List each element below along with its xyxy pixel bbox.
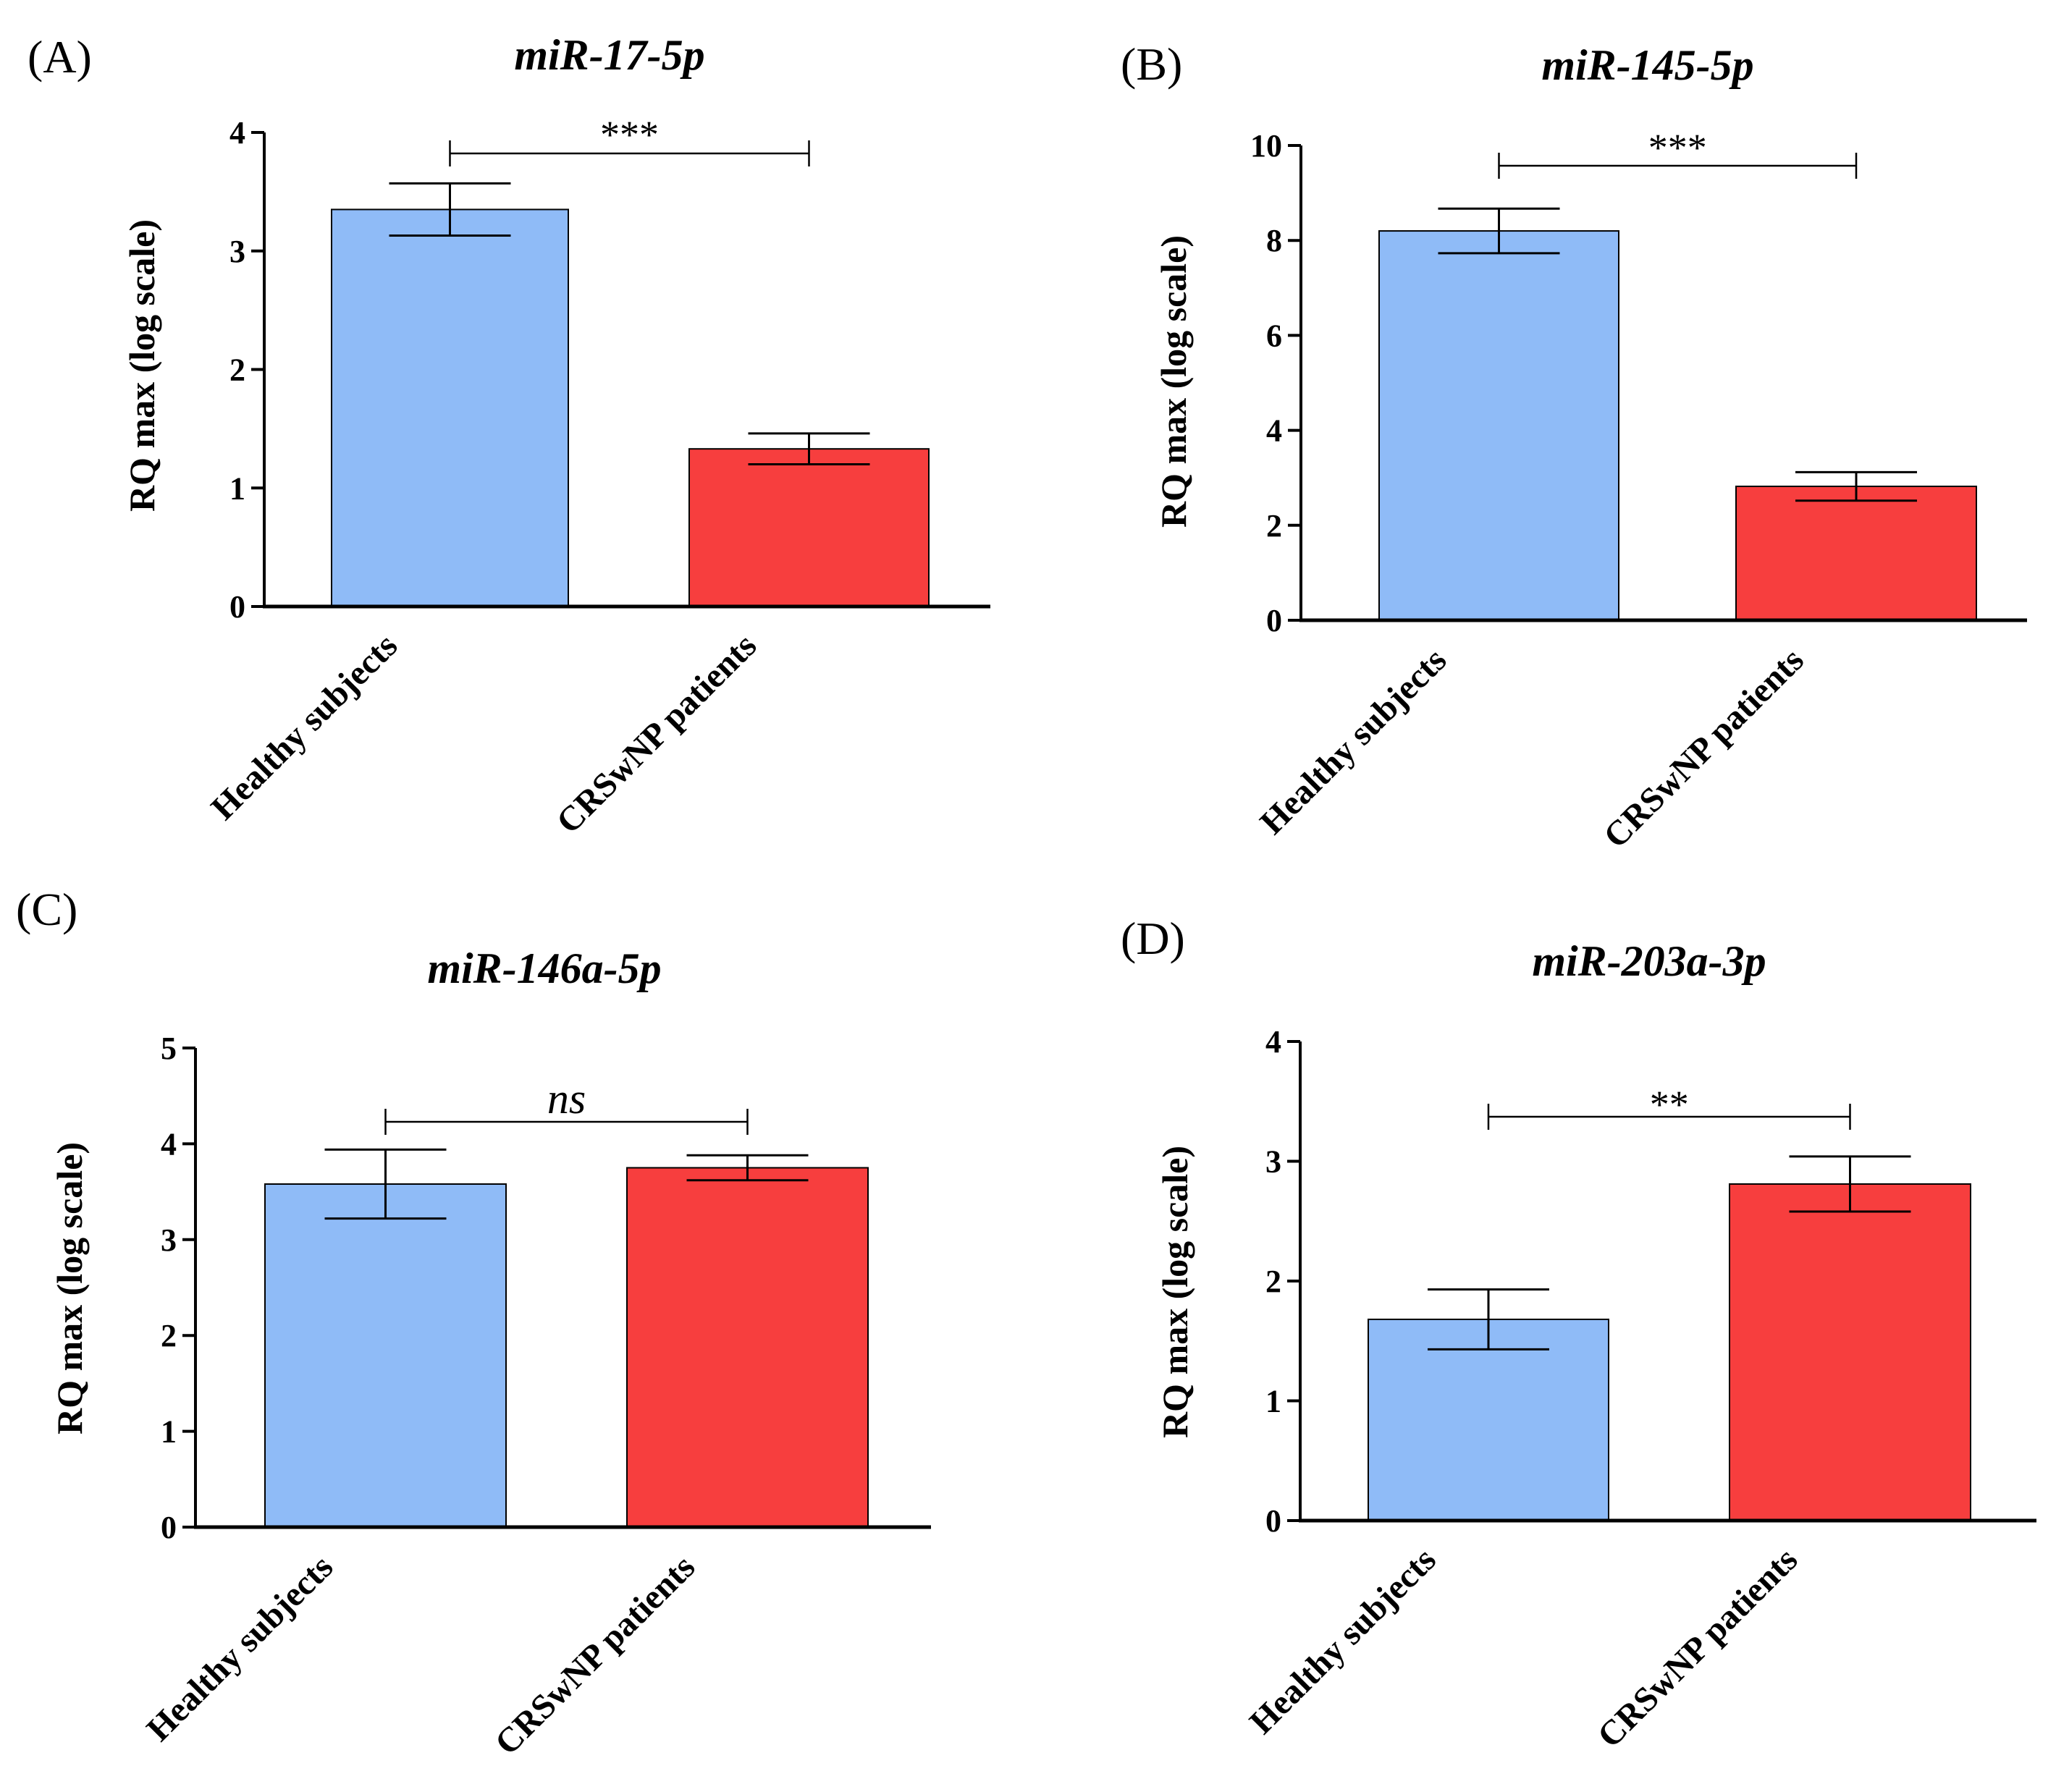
error-bar bbox=[1428, 1288, 1549, 1351]
bar-healthy bbox=[331, 208, 569, 607]
error-bar bbox=[389, 182, 511, 237]
x-tick-label: CRSwNP patients bbox=[1596, 641, 1811, 855]
y-tick-label: 2 bbox=[229, 352, 245, 388]
y-tick-label: 3 bbox=[229, 234, 245, 269]
y-axis-label: RQ max (log scale) bbox=[49, 1142, 90, 1434]
y-tick-label: 1 bbox=[229, 470, 245, 506]
bar-healthy bbox=[1378, 230, 1619, 621]
y-tick-label: 10 bbox=[1250, 128, 1282, 164]
y-tick-label: 3 bbox=[1265, 1144, 1281, 1180]
y-axis-label: RQ max (log scale) bbox=[1153, 235, 1194, 528]
chart-panel-1: (A) miR-17-5p RQ max (log scale) Healthy su… bbox=[28, 31, 990, 841]
panel-letter: (C) bbox=[16, 884, 77, 935]
error-bar bbox=[686, 1154, 809, 1182]
x-tick-label: CRSwNP patients bbox=[549, 626, 764, 841]
y-axis-label: RQ max (log scale) bbox=[1155, 1146, 1195, 1438]
y-tick-label: 1 bbox=[161, 1414, 177, 1450]
significance-label: ns bbox=[547, 1075, 586, 1123]
chart-title: miR-146a-5p bbox=[427, 944, 661, 992]
chart-title: miR-145-5p bbox=[1541, 41, 1753, 89]
error-bar bbox=[1438, 207, 1560, 255]
significance-bracket bbox=[1487, 1104, 1851, 1130]
y-axis-label: RQ max (log scale) bbox=[122, 219, 162, 512]
y-tick-label: 2 bbox=[161, 1318, 177, 1353]
significance-bracket bbox=[449, 140, 810, 166]
panel-letter: (D) bbox=[1121, 913, 1185, 964]
bar-healthy bbox=[1368, 1318, 1609, 1521]
error-bar bbox=[1795, 470, 1917, 502]
y-tick-label: 8 bbox=[1266, 223, 1282, 258]
y-tick-label: 5 bbox=[161, 1031, 177, 1066]
chart-panel-4: (D) miR-203a-3p RQ max (log scale) Healthy … bbox=[1121, 913, 2036, 1755]
significance-bracket bbox=[384, 1109, 749, 1135]
chart-panel-3: (C) miR-146a-5p RQ max (log scale) Healthy … bbox=[16, 884, 931, 1762]
y-tick-label: 0 bbox=[161, 1510, 177, 1545]
y-tick-label: 4 bbox=[1265, 1024, 1281, 1060]
bar-patients bbox=[1735, 486, 1977, 621]
y-tick-label: 1 bbox=[1265, 1384, 1281, 1419]
y-tick-label: 3 bbox=[161, 1222, 177, 1258]
bar-patients bbox=[626, 1167, 869, 1528]
y-tick-label: 2 bbox=[1265, 1264, 1281, 1299]
error-bar bbox=[324, 1148, 447, 1220]
bar-patients bbox=[1729, 1183, 1971, 1521]
bar-healthy bbox=[264, 1183, 507, 1529]
chart-title: miR-203a-3p bbox=[1532, 937, 1766, 985]
panel-letter: (A) bbox=[28, 31, 92, 83]
y-tick-label: 0 bbox=[229, 589, 245, 625]
y-tick-label: 4 bbox=[229, 115, 245, 151]
significance-label: *** bbox=[1648, 126, 1707, 169]
x-tick-label: CRSwNP patients bbox=[488, 1547, 703, 1762]
panel-letter: (B) bbox=[1121, 38, 1182, 90]
significance-bracket bbox=[1498, 153, 1858, 179]
x-tick-label: Healthy subjects bbox=[1252, 641, 1454, 842]
chart-title: miR-17-5p bbox=[514, 31, 704, 79]
error-bar bbox=[1789, 1155, 1911, 1213]
y-tick-label: 0 bbox=[1265, 1503, 1281, 1539]
y-tick-label: 0 bbox=[1266, 603, 1282, 638]
significance-label: *** bbox=[600, 113, 659, 156]
bar-patients bbox=[688, 448, 930, 608]
x-tick-label: Healthy subjects bbox=[203, 626, 405, 827]
significance-label: ** bbox=[1650, 1083, 1689, 1126]
chart-panel-2: (B) miR-145-5p RQ max (log scale) Healthy s… bbox=[1121, 38, 2027, 855]
x-tick-label: Healthy subjects bbox=[139, 1547, 340, 1749]
error-bar bbox=[748, 432, 870, 465]
y-tick-label: 2 bbox=[1266, 508, 1282, 544]
x-tick-label: Healthy subjects bbox=[1242, 1540, 1444, 1741]
y-tick-label: 4 bbox=[1266, 413, 1282, 449]
x-tick-label: CRSwNP patients bbox=[1591, 1540, 1806, 1755]
y-tick-label: 6 bbox=[1266, 318, 1282, 353]
y-tick-label: 4 bbox=[161, 1126, 177, 1162]
